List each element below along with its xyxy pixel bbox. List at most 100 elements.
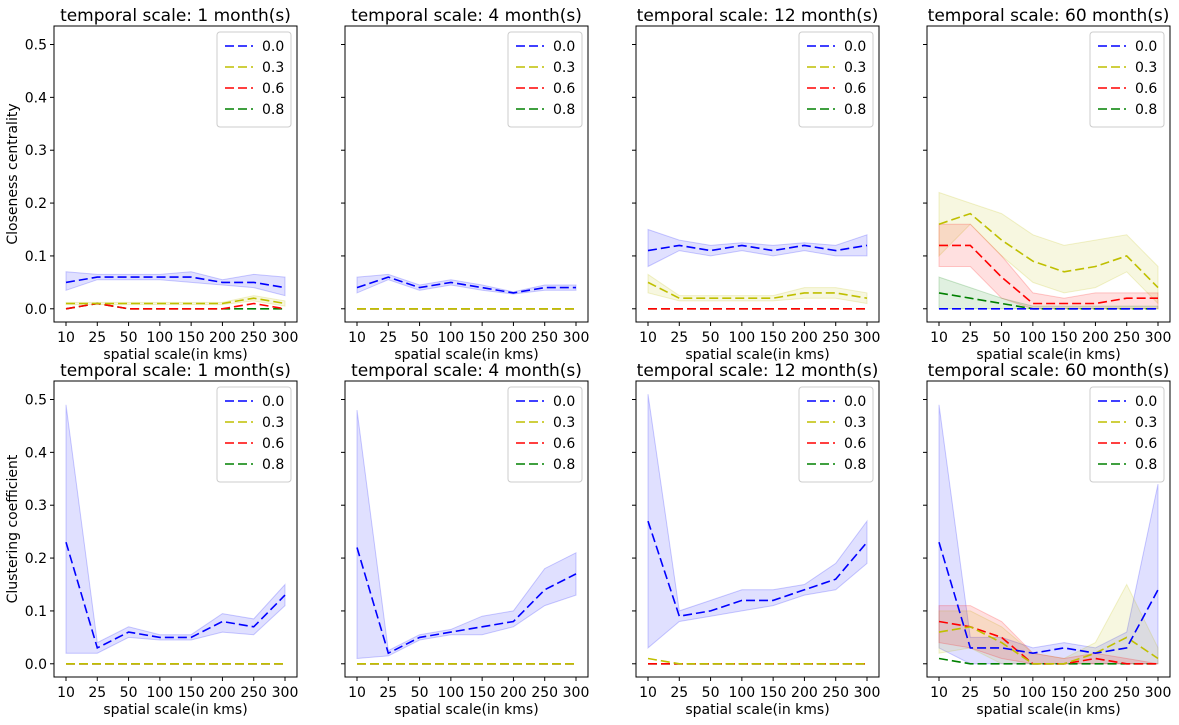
x-tick-label: 25 (379, 685, 397, 701)
series-lines (356, 547, 577, 665)
legend: 0.0 0.3 0.6 0.8 (216, 386, 292, 483)
legend-label: 0.6 (553, 81, 575, 97)
x-tick-label: 250 (822, 330, 849, 346)
series-line-0.0 (938, 541, 1159, 655)
x-tick-label: 250 (531, 330, 558, 346)
x-tick-label: 300 (1145, 330, 1172, 346)
x-tick-label: 300 (854, 330, 881, 346)
chart-panel-2: temporal scale: 4 month(s) 10 25 50 100 150 20… (341, 6, 589, 363)
band-0.0 (647, 394, 868, 649)
chart-title: temporal scale: 12 month(s) (637, 361, 879, 381)
x-tick-label: 25 (670, 330, 688, 346)
confidence-bands (356, 410, 577, 660)
confidence-bands (65, 404, 286, 654)
x-axis-label: spatial scale(in kms) (103, 702, 247, 718)
chart-title: temporal scale: 1 month(s) (60, 361, 291, 381)
band-0.3 (938, 191, 1159, 305)
series-lines (65, 541, 286, 665)
x-tick-label: 250 (1113, 685, 1140, 701)
legend-label: 0.8 (262, 102, 284, 118)
band-0.6 (938, 223, 1159, 310)
x-tick-label: 200 (209, 330, 236, 346)
legend-label: 0.6 (262, 436, 284, 452)
x-tick-label: 50 (702, 330, 720, 346)
band-0.3 (938, 583, 1159, 665)
x-tick-label: 300 (1145, 685, 1172, 701)
x-axis-label: spatial scale(in kms) (103, 347, 247, 363)
y-tick-label: 0.1 (25, 604, 47, 620)
legend-box (216, 31, 292, 128)
x-tick-label: 200 (209, 685, 236, 701)
x-tick-label: 300 (563, 330, 590, 346)
plot-frame (926, 25, 1171, 323)
band-0.0 (356, 410, 577, 660)
confidence-bands (938, 191, 1159, 310)
y-tick-label: 0.3 (25, 143, 47, 159)
y-tick-label: 0.0 (25, 657, 47, 673)
x-tick-label: 10 (930, 330, 948, 346)
y-tick-label: 0.5 (25, 38, 47, 54)
series-line-0.0 (647, 244, 868, 252)
x-tick-label: 25 (961, 330, 979, 346)
x-tick-label: 50 (702, 685, 720, 701)
confidence-bands (647, 394, 868, 649)
legend-label: 0.6 (844, 436, 866, 452)
legend-label: 0.8 (1135, 457, 1157, 473)
x-tick-label: 10 (348, 330, 366, 346)
x-axis-label: spatial scale(in kms) (685, 702, 829, 718)
x-tick-label: 150 (178, 685, 205, 701)
series-lines (647, 520, 868, 665)
legend-label: 0.3 (844, 415, 866, 431)
x-tick-label: 25 (379, 330, 397, 346)
series-lines (356, 276, 576, 310)
series-lines (65, 276, 286, 310)
x-tick-label: 100 (728, 330, 755, 346)
legend-label: 0.3 (262, 415, 284, 431)
legend-label: 0.8 (553, 102, 575, 118)
x-tick-label: 200 (500, 685, 527, 701)
y-tick-label: 0.1 (25, 249, 47, 265)
x-tick-label: 10 (348, 685, 366, 701)
series-line-0.3 (66, 297, 286, 305)
y-tick-label: 0.5 (25, 393, 47, 409)
legend-label: 0.0 (262, 39, 284, 55)
legend-label: 0.0 (553, 39, 575, 55)
legend-label: 0.0 (844, 39, 866, 55)
legend: 0.0 0.3 0.6 0.8 (216, 31, 292, 128)
x-tick-label: 50 (411, 330, 429, 346)
legend-label: 0.0 (844, 394, 866, 410)
x-tick-label: 150 (178, 330, 205, 346)
legend: 0.0 0.3 0.6 0.8 (507, 386, 583, 483)
x-tick-label: 150 (469, 330, 496, 346)
x-tick-label: 300 (854, 685, 881, 701)
legend: 0.0 0.3 0.6 0.8 (507, 31, 583, 128)
chart-panel-3: temporal scale: 12 month(s)10 25 50 100 150 2… (632, 6, 880, 363)
legend-label: 0.6 (553, 436, 575, 452)
legend-label: 0.0 (262, 394, 284, 410)
plot-frame (53, 25, 298, 323)
legend-label: 0.6 (262, 81, 284, 97)
y-axis-label: Clustering coefficient (5, 454, 21, 603)
x-tick-label: 150 (1051, 685, 1078, 701)
x-tick-label: 10 (639, 685, 657, 701)
plot-frame (635, 380, 880, 678)
chart-title: temporal scale: 12 month(s) (637, 6, 879, 26)
legend-box (507, 386, 583, 483)
x-tick-label: 50 (120, 330, 138, 346)
chart-title: temporal scale: 60 month(s) (928, 361, 1170, 381)
x-tick-label: 100 (437, 685, 464, 701)
x-tick-label: 100 (146, 685, 173, 701)
series-lines (647, 244, 868, 310)
x-tick-label: 150 (1051, 330, 1078, 346)
x-tick-label: 50 (411, 685, 429, 701)
x-axis-label: spatial scale(in kms) (976, 702, 1120, 718)
chart-title: temporal scale: 4 month(s) (351, 6, 582, 26)
chart-title: temporal scale: 4 month(s) (351, 361, 582, 381)
x-tick-label: 250 (531, 685, 558, 701)
series-lines (938, 212, 1159, 310)
x-tick-label: 100 (437, 330, 464, 346)
y-axis-label: Closeness centrality (5, 103, 21, 244)
x-axis-label: spatial scale(in kms) (976, 347, 1120, 363)
legend-label: 0.3 (1135, 60, 1157, 76)
band-0.3 (647, 273, 868, 305)
